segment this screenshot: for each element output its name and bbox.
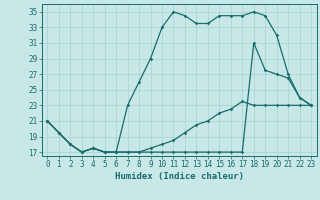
X-axis label: Humidex (Indice chaleur): Humidex (Indice chaleur) <box>115 172 244 181</box>
